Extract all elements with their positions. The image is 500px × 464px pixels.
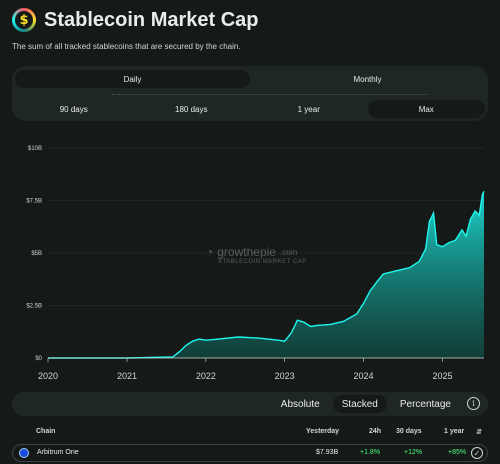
- col-yesterday[interactable]: Yesterday: [306, 428, 340, 435]
- view-mode-options: Absolute Stacked Percentage: [272, 395, 460, 413]
- watermark-brand-text: growthepie: [217, 245, 276, 259]
- row-chain-name: Arbitrum One: [37, 449, 79, 456]
- col-chain[interactable]: Chain: [36, 428, 56, 435]
- market-cap-chart[interactable]: $0 $2.5B $5B $7.5B $10B 2020 2021 2022 2023 2024 2…: [0, 130, 500, 386]
- dotted-divider: [112, 94, 428, 95]
- x-tick-label: 2021: [117, 371, 137, 381]
- watermark: ◔ growthepie .com STABLECOIN MARKET CAP: [206, 245, 307, 265]
- tab-180-days[interactable]: 180 days: [175, 104, 208, 114]
- y-tick-label: $2.5B: [26, 304, 42, 310]
- col-24h[interactable]: 24h: [369, 428, 382, 435]
- series-line[interactable]: [48, 190, 485, 359]
- tab-daily[interactable]: Daily: [15, 70, 250, 88]
- watermark-suffix: .com: [279, 247, 298, 257]
- tab-90-days[interactable]: 90 days: [59, 104, 88, 114]
- tab-1-year[interactable]: 1 year: [297, 104, 320, 114]
- view-percentage-button[interactable]: Percentage: [399, 398, 451, 410]
- row-yesterday: $7.93B: [316, 449, 339, 456]
- x-tick-label: 2020: [38, 371, 58, 381]
- checkmark-icon[interactable]: ✓: [471, 447, 483, 459]
- interval-tabs: Daily Monthly: [15, 70, 485, 88]
- watermark-caption: STABLECOIN MARKET CAP: [218, 259, 307, 265]
- page-header: $ Stablecoin Market Cap: [12, 8, 259, 32]
- table-header: Chain Yesterday 24h 30 days 1 year ⇵: [12, 428, 488, 440]
- range-tabs: 90 days 180 days 1 year Max: [15, 100, 485, 118]
- stablecoin-logo-icon: $: [12, 8, 36, 32]
- row-1-year: +85%: [448, 449, 467, 456]
- row-30-days: +12%: [404, 449, 423, 456]
- y-tick-label: $10B: [28, 146, 42, 152]
- x-tick-label: 2023: [275, 371, 295, 381]
- y-tick-label: $5B: [31, 251, 42, 257]
- x-tick-label: 2025: [433, 371, 453, 381]
- page-title: Stablecoin Market Cap: [44, 8, 259, 31]
- y-tick-label: $7.5B: [26, 199, 42, 205]
- arbitrum-icon: [19, 448, 29, 458]
- col-1-year[interactable]: 1 year: [444, 428, 465, 435]
- timeframe-controls: Daily Monthly 90 days 180 days 1 year Ma…: [12, 66, 488, 121]
- view-mode-bar: Absolute Stacked Percentage i: [12, 392, 488, 416]
- pie-logo-icon: ◔: [206, 245, 214, 259]
- info-icon[interactable]: i: [467, 397, 480, 410]
- dollar-glyph: $: [15, 11, 33, 29]
- y-tick-label: $0: [35, 356, 42, 362]
- view-stacked-button[interactable]: Stacked: [332, 395, 387, 413]
- page-subtitle: The sum of all tracked stablecoins that …: [12, 42, 241, 51]
- view-absolute-button[interactable]: Absolute: [280, 398, 320, 410]
- col-30-days[interactable]: 30 days: [396, 428, 422, 435]
- tab-max[interactable]: Max: [367, 100, 485, 118]
- watermark-brand: ◔ growthepie .com: [206, 245, 297, 259]
- x-tick-label: 2022: [196, 371, 216, 381]
- x-tick-label: 2024: [353, 371, 373, 381]
- table-row[interactable]: Arbitrum One $7.93B +1.8% +12% +85% ✓: [12, 444, 488, 462]
- tab-monthly[interactable]: Monthly: [353, 74, 382, 84]
- series-area-fill: [48, 191, 484, 358]
- row-24h: +1.8%: [360, 449, 381, 456]
- chart-svg[interactable]: $0 $2.5B $5B $7.5B $10B 2020 2021 2022 2023 2024 2…: [0, 130, 500, 386]
- sort-icon[interactable]: ⇵: [476, 428, 482, 436]
